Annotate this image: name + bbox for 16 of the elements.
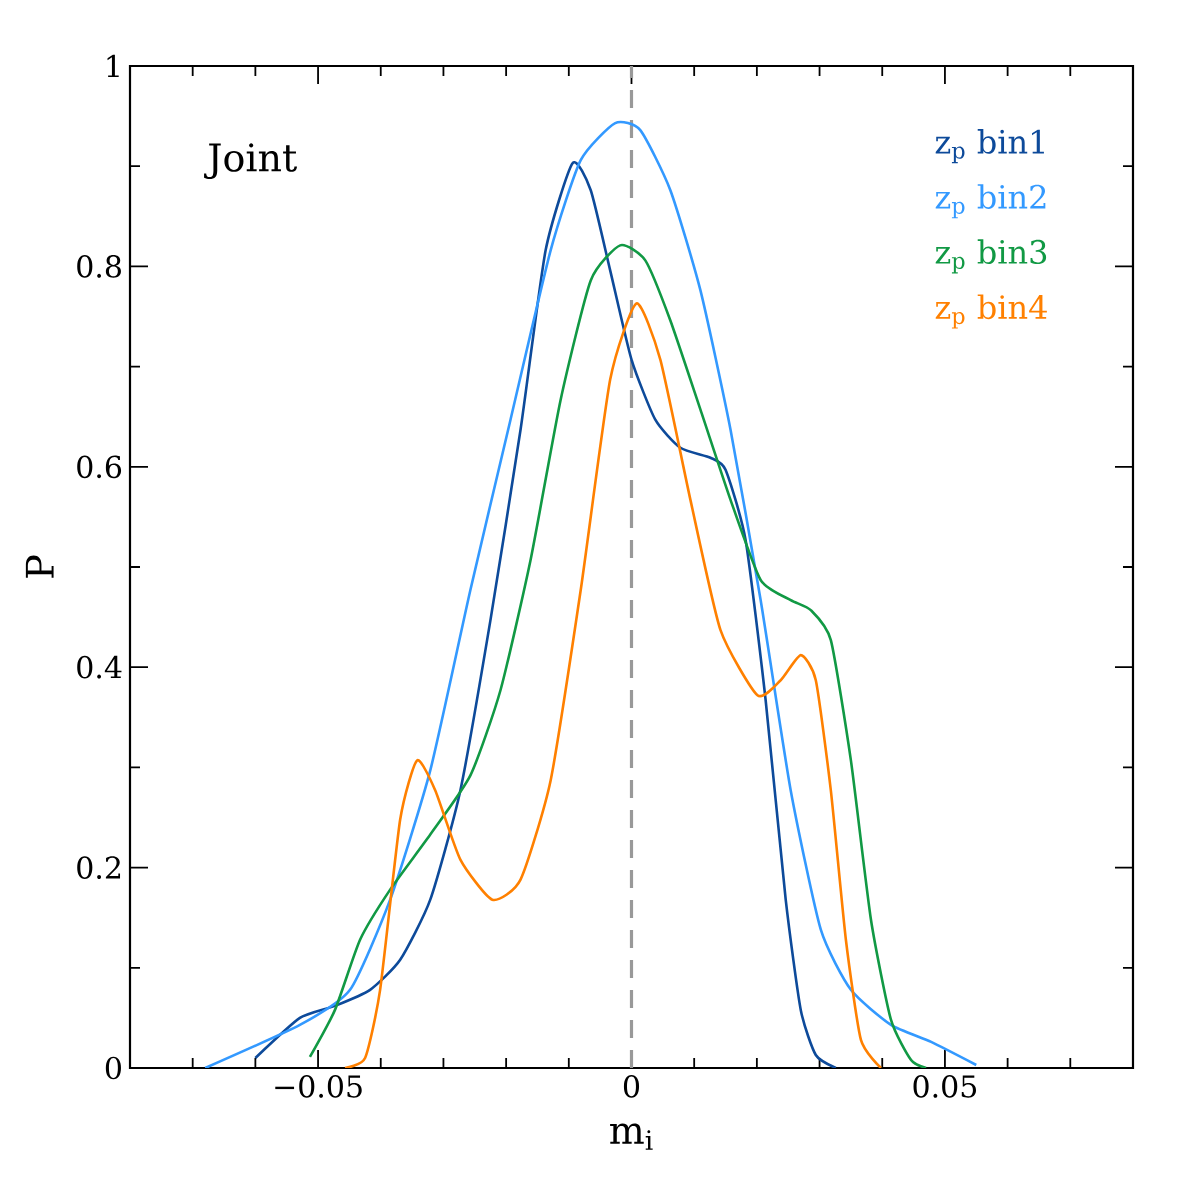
text: z$_{p}$ bin3 <box>935 239 1047 274</box>
y-axis-title: P <box>25 555 54 578</box>
y-tick-label: 0 <box>105 1056 121 1080</box>
text: z$_{p}$ bin1 <box>935 129 1044 164</box>
text: z$_{p}$ bin4 <box>935 294 1047 329</box>
x-tick-label: 0 <box>623 1075 640 1098</box>
y-tick-label: 0.6 <box>77 455 122 479</box>
annotation: Joint <box>204 143 297 180</box>
x-axis-title: m$_{i}$ <box>610 1123 653 1150</box>
x-tick-label: 0.05 <box>913 1075 977 1098</box>
y-tick-label: 0.4 <box>77 655 122 679</box>
x-tick-label: −0.05 <box>275 1075 362 1098</box>
y-tick-label: 1 <box>107 54 119 78</box>
y-tick-label: 0.2 <box>77 856 121 879</box>
text: z$_{p}$ bin2 <box>935 184 1046 219</box>
y-tick-label: 0.8 <box>77 255 121 278</box>
